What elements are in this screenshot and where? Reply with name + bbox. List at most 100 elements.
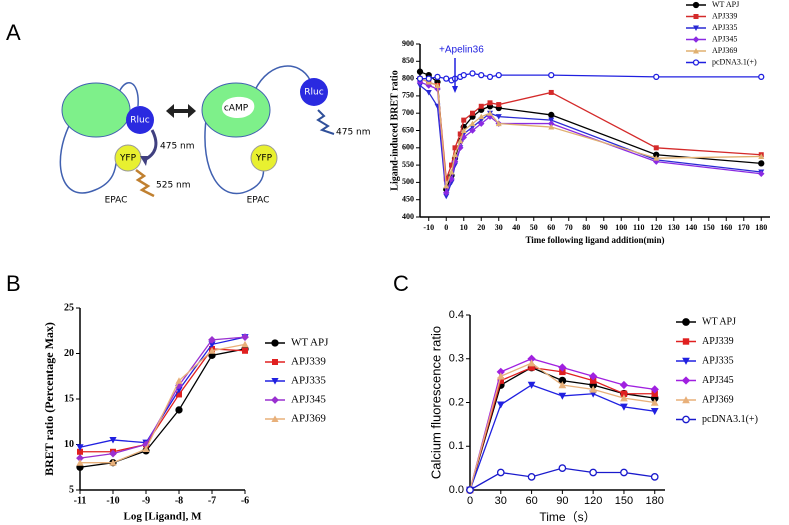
y-axis-label: Calcium fluorescence ratio	[428, 326, 443, 479]
data-point	[109, 459, 117, 466]
data-point	[208, 335, 216, 344]
y-tick-label: 15	[64, 393, 74, 404]
data-point	[452, 151, 458, 158]
x-tick-label: 30	[495, 223, 503, 232]
data-point	[589, 377, 597, 384]
data-point	[469, 127, 476, 134]
data-point	[77, 448, 83, 455]
data-point	[527, 381, 536, 389]
x-tick-label: 120	[650, 223, 662, 232]
arrow-head	[452, 86, 458, 93]
data-point	[496, 401, 505, 409]
data-point	[548, 111, 555, 119]
data-point	[527, 354, 536, 363]
y-tick-label: 600	[402, 143, 414, 152]
y-tick-label: 900	[402, 39, 414, 48]
legend-marker	[693, 14, 699, 19]
rluc-label: Rluc	[130, 116, 149, 126]
epac-domain	[61, 82, 131, 138]
legend-label: APJ339	[712, 11, 737, 20]
legend-label: WT APJ	[291, 337, 329, 349]
x-tick-label: -9	[142, 495, 150, 506]
legend-label: APJ339	[291, 356, 326, 368]
data-point	[758, 160, 765, 167]
data-point	[650, 473, 659, 481]
data-point	[651, 390, 658, 397]
linker	[254, 65, 311, 91]
x-tick-label: 50	[530, 223, 538, 232]
legend-label: APJ345	[702, 375, 734, 386]
data-point	[650, 408, 659, 416]
legend-marker	[682, 396, 690, 404]
x-tick-label: -8	[175, 495, 183, 506]
arrow-head	[188, 104, 196, 118]
legend-marker	[692, 36, 700, 43]
data-point	[142, 445, 150, 453]
legend-label: APJ345	[712, 34, 737, 43]
data-point	[443, 182, 450, 189]
x-tick-label: 110	[633, 223, 645, 232]
x-tick-label: 170	[738, 223, 750, 232]
y-tick-label: 0.0	[449, 484, 464, 496]
data-point	[425, 79, 432, 85]
emission-label: 525 nm	[156, 181, 191, 191]
data-point	[758, 153, 765, 159]
x-axis-label: Time following ligand addition(min)	[525, 235, 664, 245]
x-tick-label: 40	[512, 223, 520, 232]
x-tick-label: 80	[582, 223, 590, 232]
data-point	[176, 391, 182, 398]
data-point	[558, 381, 567, 389]
y-tick-label: 450	[402, 195, 414, 204]
emission-label: 475 nm	[336, 128, 371, 138]
data-point	[241, 340, 249, 348]
legend-marker	[271, 396, 279, 404]
data-point	[434, 82, 441, 89]
data-point	[449, 162, 454, 168]
diagram: Rluc YFP 475 nm 525 nm EPAC cAMP YFP Rlu…	[59, 65, 371, 206]
series-line	[80, 348, 246, 453]
arrow-head	[166, 104, 174, 118]
data-point	[558, 392, 567, 400]
legend-marker	[692, 1, 700, 9]
data-point	[589, 385, 597, 393]
x-tick-label: 180	[646, 495, 664, 507]
y-tick-label: 750	[402, 91, 414, 100]
data-point	[478, 71, 485, 79]
x-tick-label: 60	[547, 223, 555, 232]
x-tick-label: 70	[565, 223, 573, 232]
legend-label: APJ369	[291, 413, 326, 425]
data-point	[548, 89, 554, 95]
x-tick-label: 120	[584, 495, 602, 507]
yfp-label: YFP	[119, 154, 137, 164]
y-tick-label: 400	[402, 212, 414, 221]
data-point	[620, 468, 628, 477]
legend-label: pcDNA3.1(+)	[712, 57, 757, 66]
x-tick-label: 150	[703, 223, 715, 232]
data-point	[653, 145, 659, 151]
panel-letter: B	[6, 271, 21, 296]
legend-label: APJ369	[712, 46, 737, 55]
data-point	[434, 73, 441, 81]
legend-marker	[692, 59, 700, 66]
arrow-head	[140, 156, 148, 166]
data-point	[495, 71, 502, 79]
data-point	[527, 359, 536, 367]
x-tick-label: -11	[74, 495, 87, 506]
data-point	[469, 120, 476, 127]
legend-marker	[693, 25, 699, 31]
data-point	[175, 406, 183, 414]
data-point	[496, 367, 505, 377]
series-line	[80, 343, 246, 464]
data-point	[460, 71, 467, 79]
y-tick-label: 25	[64, 302, 74, 313]
data-point	[619, 380, 629, 390]
data-point	[76, 459, 84, 466]
legend-marker	[693, 48, 699, 54]
transfer-arrow	[143, 129, 158, 162]
x-tick-label: 140	[685, 223, 697, 232]
chart: 400 450 500 550 600 650 700 750 800 850 900 -10 0 10 2…	[389, 0, 770, 245]
data-point	[558, 464, 567, 472]
x-tick-label: 90	[600, 223, 608, 232]
data-point	[208, 347, 216, 354]
series-line	[419, 81, 762, 194]
